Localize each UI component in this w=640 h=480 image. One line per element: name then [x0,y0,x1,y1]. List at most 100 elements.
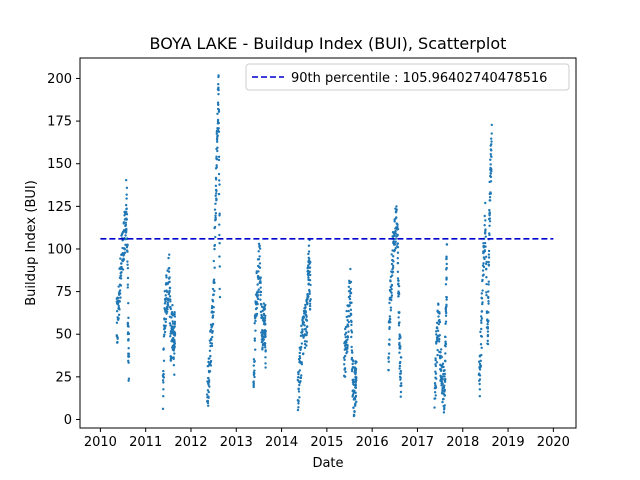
data-point [299,345,303,349]
data-point [172,357,175,361]
data-point [252,380,255,383]
data-point [443,359,447,363]
data-point [125,210,128,214]
data-point [480,321,483,325]
data-point [262,338,266,341]
data-point [397,324,401,327]
data-point [348,289,352,293]
data-point [388,315,392,318]
data-point [490,140,493,143]
data-point [488,214,491,217]
data-point [440,355,443,359]
data-point [264,346,267,349]
data-point [354,386,358,390]
data-point [480,353,483,357]
data-point [162,376,166,379]
data-point [344,370,347,374]
data-point [439,368,443,371]
data-point [390,274,394,277]
data-point [444,345,447,348]
data-point [115,310,119,313]
data-point [259,293,262,297]
legend: 90th percentile : 105.96402740478516 [245,63,570,91]
data-point [217,179,221,182]
data-point [216,134,219,137]
y-tick-label: 75 [55,285,72,300]
data-point [390,262,394,266]
data-point [217,192,221,196]
data-point [254,329,257,332]
data-point [117,285,120,288]
data-point [305,319,309,322]
data-point [484,255,488,259]
data-point [439,351,442,354]
data-point [440,380,444,384]
data-point [210,344,214,348]
data-point [395,216,398,219]
data-point [435,333,438,336]
data-point [258,262,262,265]
data-point [444,377,447,381]
data-point [478,382,481,386]
data-point [308,278,312,282]
data-point [124,223,128,227]
data-point [487,302,490,305]
data-point [126,260,129,263]
data-point [169,298,172,301]
x-tick-label: 2020 [537,435,570,450]
data-point [217,108,221,112]
data-point [116,336,119,339]
data-point [486,342,490,346]
data-point [162,395,165,398]
data-point [262,302,266,305]
data-point [350,349,354,352]
data-point [438,312,441,315]
data-point [117,317,120,320]
data-point [165,276,168,279]
data-point [307,295,310,298]
data-point [483,250,486,253]
data-point [262,316,265,320]
data-point [207,390,210,394]
data-point [434,372,438,375]
data-point [215,132,218,135]
data-point [488,217,492,220]
data-point [127,301,130,305]
data-point [308,292,311,296]
data-point [168,280,171,284]
data-point [264,356,267,359]
data-point [209,337,213,341]
data-point [349,291,353,295]
data-point [478,388,482,391]
data-point [484,219,487,222]
data-point [390,298,393,302]
data-point [209,364,213,367]
data-point [259,286,262,289]
data-point [350,323,353,327]
data-point [444,308,448,311]
data-point [262,332,265,335]
data-point [213,247,216,251]
data-point [258,244,261,247]
data-point [173,322,177,326]
data-point [207,381,211,384]
data-point [444,305,448,309]
data-point [255,312,259,316]
data-point [215,136,219,140]
data-point [442,397,445,401]
data-point [387,368,390,372]
data-point [173,312,176,316]
data-point [257,288,261,291]
data-point [127,325,130,328]
data-point [343,333,347,336]
data-point [253,375,256,379]
data-point [127,361,130,364]
data-point [349,267,352,271]
data-point [483,232,487,235]
data-point [118,300,121,303]
data-point [489,180,493,183]
data-point [483,223,486,227]
data-point [171,304,174,307]
data-point [443,372,447,376]
